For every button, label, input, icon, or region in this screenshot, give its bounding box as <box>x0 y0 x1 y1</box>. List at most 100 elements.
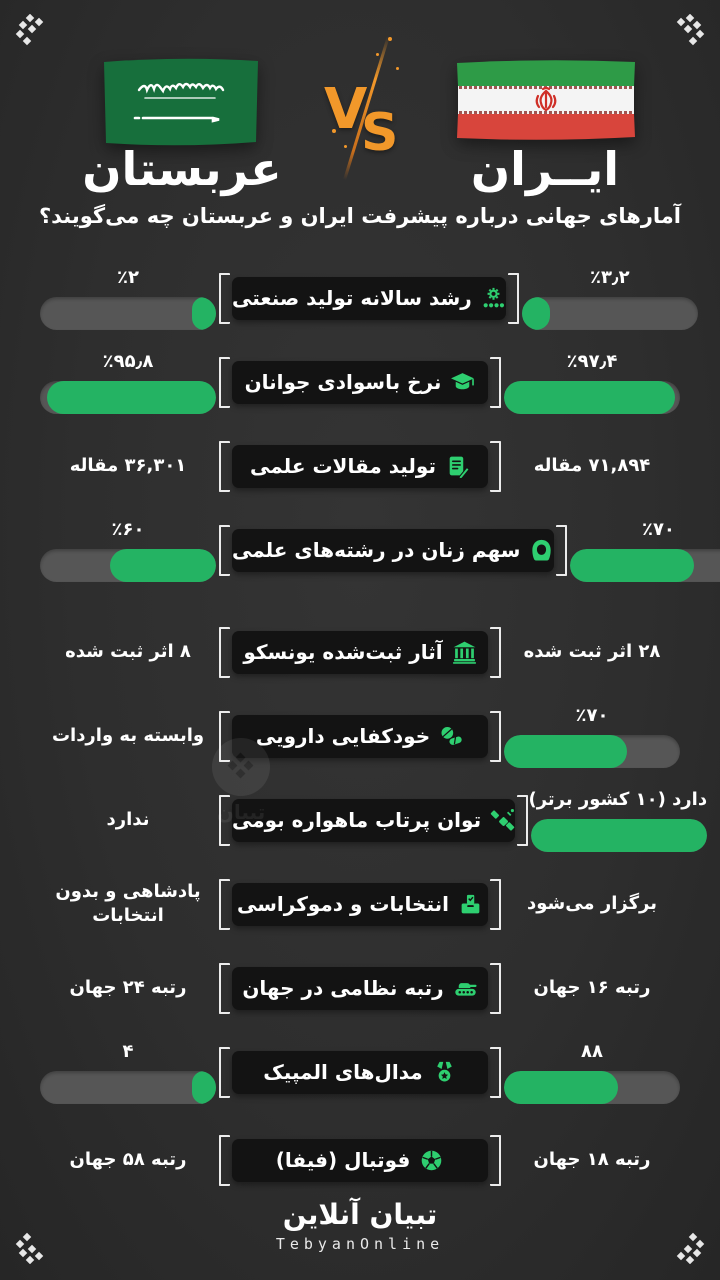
satellite-icon <box>490 808 515 833</box>
stat-row: ۴ مدال‌های المپیک ۸۸ <box>40 1030 680 1114</box>
saudi-bar <box>40 549 216 583</box>
saudi-bar <box>40 297 216 331</box>
stat-label-pill: خودکفایی دارویی <box>219 710 501 762</box>
stat-label-pill: نرخ باسوادی جوانان <box>219 356 501 408</box>
footer-brand: تبیان آنلاین TebyanOnline <box>0 1198 720 1253</box>
stat-pill-wrap: تولید مقالات علمی <box>216 440 504 492</box>
stat-label: رتبه نظامی در جهان <box>242 976 444 1000</box>
stat-label-pill: سهم زنان در رشته‌های علمی <box>218 524 568 576</box>
corner-diamonds-icon <box>676 1232 705 1264</box>
stat-row: رتبه ۲۴ جهان رتبه نظامی در جهان رتبه ۱۶ … <box>40 946 680 1030</box>
saudi-bar-fill <box>192 297 216 331</box>
saudi-value: پادشاهی و بدون انتخابات <box>55 880 201 926</box>
country-title-iran: ایــران <box>470 142 620 196</box>
iran-cell: دارد (۱۰ کشور برتر) <box>528 788 708 853</box>
stat-label-pill: توان پرتاب ماهواره بومی <box>218 794 529 846</box>
stat-label: سهم زنان در رشته‌های علمی <box>232 538 521 562</box>
saudi-bar-fill <box>47 381 216 415</box>
saudi-bar <box>40 1071 216 1105</box>
iran-cell: ۷۱,۸۹۴ مقاله <box>504 454 680 478</box>
vs-letter-s: S <box>361 103 399 163</box>
saudi-bar <box>40 381 216 415</box>
iran-cell: ۲۸ اثر ثبت شده <box>504 640 680 664</box>
stat-label-pill: مدال‌های المپیک <box>219 1046 501 1098</box>
saudi-cell: ۸ اثر ثبت شده <box>40 640 216 664</box>
iran-value: رتبه ۱۶ جهان <box>533 976 651 998</box>
woman-hijab-icon <box>529 538 554 563</box>
saudi-cell: ۴ <box>40 1040 216 1105</box>
saudi-cell: ٪۹۵٫۸ <box>40 350 216 415</box>
pills-icon <box>439 724 464 749</box>
stat-row: رتبه ۵۸ جهان فوتبال (فیفا) رتبه ۱۸ جهان <box>40 1118 680 1202</box>
footer-logo-farsi: تبیان آنلاین <box>282 1198 438 1231</box>
stat-pill-wrap: آثار ثبت‌شده یونسکو <box>216 626 504 678</box>
ballot-box-icon <box>458 892 483 917</box>
saudi-cell: وابسته به واردات <box>40 724 216 748</box>
saudi-cell: رتبه ۲۴ جهان <box>40 976 216 1000</box>
tebyan-watermark-text: تبیان <box>216 800 266 824</box>
saudi-value: ۳۶,۳۰۱ مقاله <box>69 454 187 476</box>
iran-value: دارد (۱۰ کشور برتر) <box>528 788 708 810</box>
iran-bar-fill <box>504 1071 619 1105</box>
iran-bar <box>504 735 680 769</box>
soccer-ball-icon <box>419 1148 444 1173</box>
saudi-value: ۸ اثر ثبت شده <box>65 640 191 662</box>
iran-value: ٪۳٫۲ <box>589 266 630 288</box>
iran-cell: ٪۷۰ <box>570 518 720 583</box>
stat-row: وابسته به واردات خودکفایی دارویی ٪۷۰ <box>40 694 680 778</box>
country-title-saudi: عربستان <box>82 142 282 196</box>
iran-bar-fill <box>570 549 694 583</box>
saudi-value: رتبه ۵۸ جهان <box>69 1148 187 1170</box>
stat-label-pill: آثار ثبت‌شده یونسکو <box>219 626 501 678</box>
stat-label: خودکفایی دارویی <box>255 724 431 748</box>
iran-cell: برگزار می‌شود <box>504 892 680 916</box>
iran-bar <box>504 381 680 415</box>
iran-cell: رتبه ۱۸ جهان <box>504 1148 680 1172</box>
iran-cell: ۸۸ <box>504 1040 680 1105</box>
iran-value: ۸۸ <box>581 1040 603 1062</box>
iran-value: ٪۹۷٫۴ <box>566 350 618 372</box>
stat-label-pill: تولید مقالات علمی <box>219 440 501 492</box>
stat-label: آثار ثبت‌شده یونسکو <box>243 640 443 664</box>
graduation-cap-icon <box>450 370 475 395</box>
iran-value: ٪۷۰ <box>641 518 675 540</box>
stat-label: رشد سالانه تولید صنعتی <box>232 286 472 310</box>
tebyan-watermark: تبیان <box>186 738 296 824</box>
corner-diamonds-icon <box>15 14 44 46</box>
stat-label-pill: رتبه نظامی در جهان <box>219 962 501 1014</box>
iran-bar-fill <box>504 381 676 415</box>
saudi-value: وابسته به واردات <box>51 724 205 746</box>
stat-label-pill: فوتبال (فیفا) <box>219 1134 501 1186</box>
stat-pill-wrap: توان پرتاب ماهواره بومی <box>216 794 531 846</box>
stat-row: ۳۶,۳۰۱ مقاله تولید مقالات علمی ۷۱,۸۹۴ مق… <box>40 424 680 508</box>
iran-bar-fill <box>521 297 550 331</box>
stat-pill-wrap: خودکفایی دارویی <box>216 710 504 762</box>
tebyan-watermark-logo-icon <box>212 738 270 796</box>
vs-graphic: V S <box>318 35 414 181</box>
iran-bar <box>504 1071 680 1105</box>
iran-cell: ٪۹۷٫۴ <box>504 350 680 415</box>
stats-list: ٪۲ رشد سالانه تولید صنعتی ٪۳٫۲ ٪۹۵ <box>0 256 720 1202</box>
iran-value: ۷۱,۸۹۴ مقاله <box>533 454 651 476</box>
stat-label: فوتبال (فیفا) <box>275 1148 411 1172</box>
industrial-growth-icon <box>481 286 506 311</box>
stat-label: انتخابات و دموکراسی <box>237 892 449 916</box>
saudi-cell: ۳۶,۳۰۱ مقاله <box>40 454 216 478</box>
stat-row: ٪۹۵٫۸ نرخ باسوادی جوانان ٪۹۷٫۴ <box>40 340 680 424</box>
stat-label: نرخ باسوادی جوانان <box>244 370 442 394</box>
iran-bar <box>570 549 720 583</box>
corner-diamonds-icon <box>15 1232 44 1264</box>
iran-bar <box>521 297 698 331</box>
iran-flag <box>457 60 635 140</box>
iran-bar-fill <box>504 735 628 769</box>
stat-label-pill: انتخابات و دموکراسی <box>219 878 501 930</box>
footer-logo-english: TebyanOnline <box>275 1235 445 1253</box>
stat-label: تولید مقالات علمی <box>250 454 436 478</box>
iran-cell: ٪۷۰ <box>504 704 680 769</box>
stat-pill-wrap: نرخ باسوادی جوانان <box>216 356 504 408</box>
saudi-arabia-flag <box>104 58 258 146</box>
iran-cell: رتبه ۱۶ جهان <box>504 976 680 1000</box>
corner-diamonds-icon <box>676 14 705 46</box>
iran-value: ٪۷۰ <box>575 704 609 726</box>
